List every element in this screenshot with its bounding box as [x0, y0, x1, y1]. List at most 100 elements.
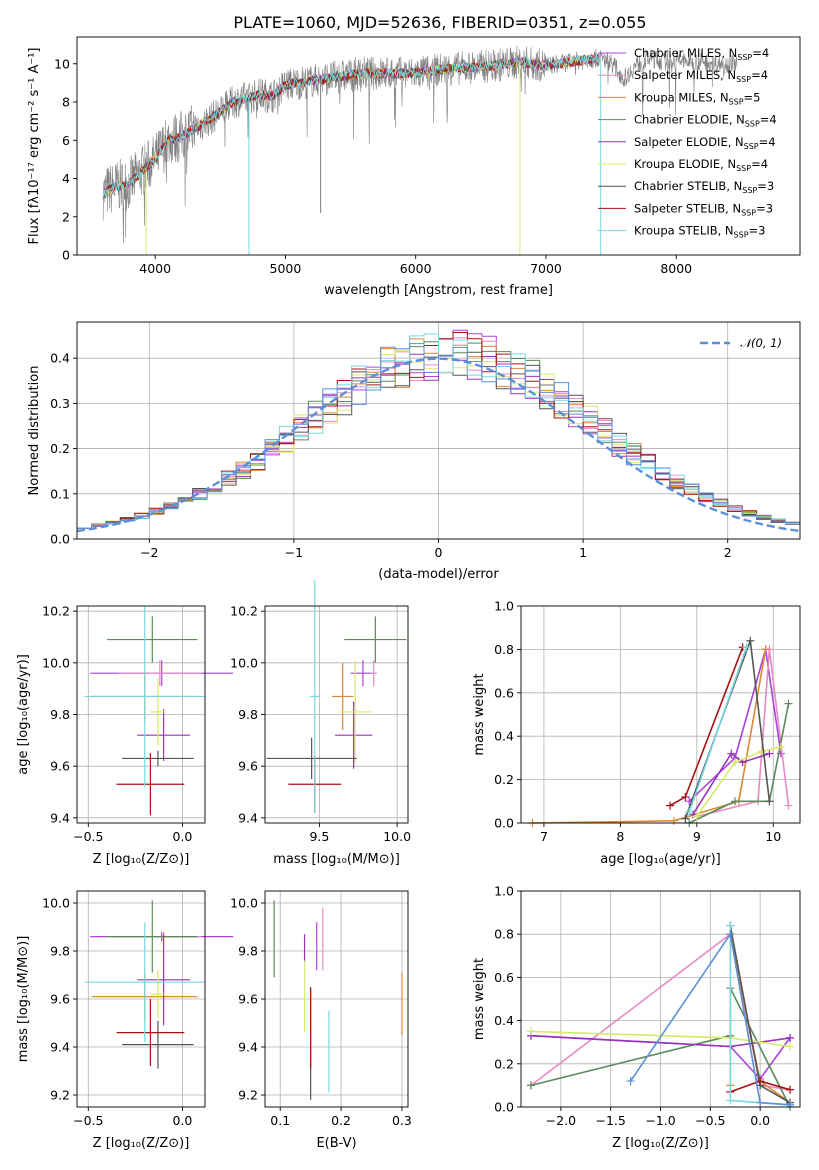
- y-tick-label: 0.4: [50, 351, 70, 366]
- legend-label: 𝒩(0, 1): [740, 336, 782, 350]
- y-tick-label: 1.0: [494, 884, 514, 899]
- y-tick-label: 10.0: [42, 655, 70, 670]
- weight-line: [688, 646, 748, 813]
- weight-line: [696, 746, 782, 817]
- x-tick-label: 8000: [660, 261, 692, 276]
- y-tick-label: 0.6: [494, 685, 514, 700]
- weight-marker: [669, 816, 678, 825]
- y-tick-label: 0.4: [494, 729, 514, 744]
- x-axis-label: E(B-V): [316, 1136, 356, 1151]
- weight-marker: [526, 1027, 535, 1036]
- chart-title: PLATE=1060, MJD=52636, FIBERID=0351, z=0…: [233, 13, 646, 32]
- y-tick-label: 10.2: [42, 604, 70, 619]
- x-tick-label: −2: [140, 545, 158, 560]
- legend-entry: Kroupa ELODIE, NSSP=4: [634, 157, 768, 173]
- model-spectrum-line: [102, 54, 601, 199]
- x-axis-label: Z [log₁₀(Z/Z⊙)]: [93, 852, 190, 867]
- legend-count: =3: [756, 201, 773, 215]
- observed-spectrum-line: [102, 45, 738, 244]
- x-tick-label: −0.5: [695, 1113, 725, 1128]
- y-tick-label: 9.4: [50, 1040, 70, 1055]
- legend-entry: Chabrier STELIB, NSSP=3: [634, 179, 774, 195]
- weight-marker: [786, 1033, 795, 1042]
- y-axis-label: mass [log₁₀(M/M⊙)]: [16, 936, 31, 1063]
- legend-subscript: SSP: [737, 53, 752, 62]
- y-tick-label: 9.4: [50, 810, 70, 825]
- model-spectrum-line: [102, 54, 601, 199]
- y-tick-label: 0.0: [494, 816, 514, 831]
- legend-name: Chabrier ELODIE, N: [634, 113, 745, 127]
- y-tick-label: 9.8: [50, 944, 70, 959]
- mass-weight-vs-age-panel: 7 8 9 10 0.0 0.2 0.4 0.6 0.8 1.0 age [log₁₀(age/yr…: [472, 599, 801, 867]
- mass-vs-Z-panel: −0.5 0.0 9.2 9.4 9.6 9.8 10.0 Z [log₁₀(Z/Z⊙)] ma…: [16, 890, 234, 1151]
- y-tick-label: 6: [62, 133, 70, 148]
- weight-line: [696, 649, 790, 818]
- mass-weight-vs-Z-panel: −2.0 −1.5 −1.0 −0.5 0.0 0.0 0.2 0.4 0.6 0.8 1.0 Z […: [472, 884, 801, 1151]
- x-tick-label: 2: [724, 545, 732, 560]
- y-tick-label: 9.6: [238, 992, 258, 1007]
- weight-marker: [726, 930, 735, 939]
- weight-marker: [746, 636, 755, 645]
- model-spectrum-line: [102, 53, 601, 199]
- residual-histogram-step: [77, 343, 800, 529]
- x-tick-label: −2.0: [546, 1113, 576, 1128]
- x-tick-label: 0.0: [172, 1113, 192, 1128]
- weight-marker: [685, 808, 694, 817]
- x-tick-label: 0.3: [392, 1113, 412, 1128]
- legend-subscript: SSP: [736, 75, 751, 84]
- axes-frame: [76, 321, 801, 540]
- x-tick-label: 7: [540, 829, 548, 844]
- weight-line: [688, 703, 790, 824]
- legend-count: =5: [744, 90, 761, 104]
- age-vs-Z-panel: −0.5 0.0 9.4 9.6 9.8 10.0 10.2 Z [log₁₀(Z/Z⊙)] a…: [16, 604, 234, 867]
- x-tick-label: 7000: [530, 261, 562, 276]
- weight-marker: [756, 1077, 765, 1086]
- y-tick-label: 0.8: [494, 927, 514, 942]
- weight-marker: [681, 792, 690, 801]
- spectrum-axes: 4000 5000 6000 7000 8000 0 2 4 6 8 10: [54, 56, 692, 276]
- weight-marker: [742, 643, 751, 652]
- weight-marker: [666, 801, 675, 810]
- y-tick-label: 0.8: [494, 642, 514, 657]
- y-tick-label: 9.6: [50, 759, 70, 774]
- x-axis-label: age [log₁₀(age/yr)]: [600, 852, 721, 867]
- y-tick-label: 2: [62, 209, 70, 224]
- legend-count: =4: [759, 135, 776, 149]
- y-tick-label: 9.4: [238, 1040, 258, 1055]
- legend-entry: Salpeter ELODIE, NSSP=4: [634, 135, 776, 151]
- weight-marker: [786, 1085, 795, 1094]
- x-tick-label: −0.5: [73, 1113, 103, 1128]
- x-tick-label: 6000: [400, 261, 432, 276]
- legend-entry: Chabrier MILES, NSSP=4: [634, 46, 769, 62]
- legend-count: =4: [752, 46, 769, 60]
- normal-curve: [76, 357, 801, 533]
- legend-count: =4: [760, 113, 777, 127]
- x-tick-label: −0.5: [73, 829, 103, 844]
- y-axis-label: Flux [fλ10⁻¹⁷ erg cm⁻² s⁻¹ A⁻¹]: [27, 48, 42, 245]
- y-tick-label: 10.0: [230, 655, 258, 670]
- y-tick-label: 0.1: [50, 486, 70, 501]
- x-tick-label: 0.0: [750, 1113, 770, 1128]
- x-axis-label: Z [log₁₀(Z/Z⊙)]: [612, 1136, 709, 1151]
- y-tick-label: 8: [62, 95, 70, 110]
- axes-frame: [76, 605, 206, 824]
- y-tick-label: 10.0: [42, 896, 70, 911]
- legend-subscript: SSP: [734, 231, 749, 240]
- legend: Chabrier MILES, NSSP=4 Salpeter MILES, NS…: [598, 46, 777, 240]
- legend-name: Kroupa MILES, N: [634, 90, 729, 104]
- y-tick-label: 10: [54, 56, 70, 71]
- y-tick-label: 0.6: [494, 970, 514, 985]
- x-tick-label: 0.0: [172, 829, 192, 844]
- weight-marker: [784, 801, 793, 810]
- y-tick-label: 0.2: [494, 772, 514, 787]
- legend-entry: Salpeter MILES, NSSP=4: [634, 68, 768, 84]
- weight-line: [669, 646, 744, 807]
- y-tick-label: 0: [62, 248, 70, 263]
- y-tick-label: 9.2: [238, 1088, 258, 1103]
- legend-subscript: SSP: [742, 186, 757, 195]
- weight-marker: [765, 749, 774, 758]
- y-tick-label: 9.6: [50, 992, 70, 1007]
- x-tick-label: 5000: [270, 261, 302, 276]
- y-axis-label: Normed distribution: [27, 366, 42, 496]
- mass-vs-EBV-panel: 0.1 0.2 0.3 9.2 9.4 9.6 9.8 10.0 E(B-V): [230, 890, 412, 1151]
